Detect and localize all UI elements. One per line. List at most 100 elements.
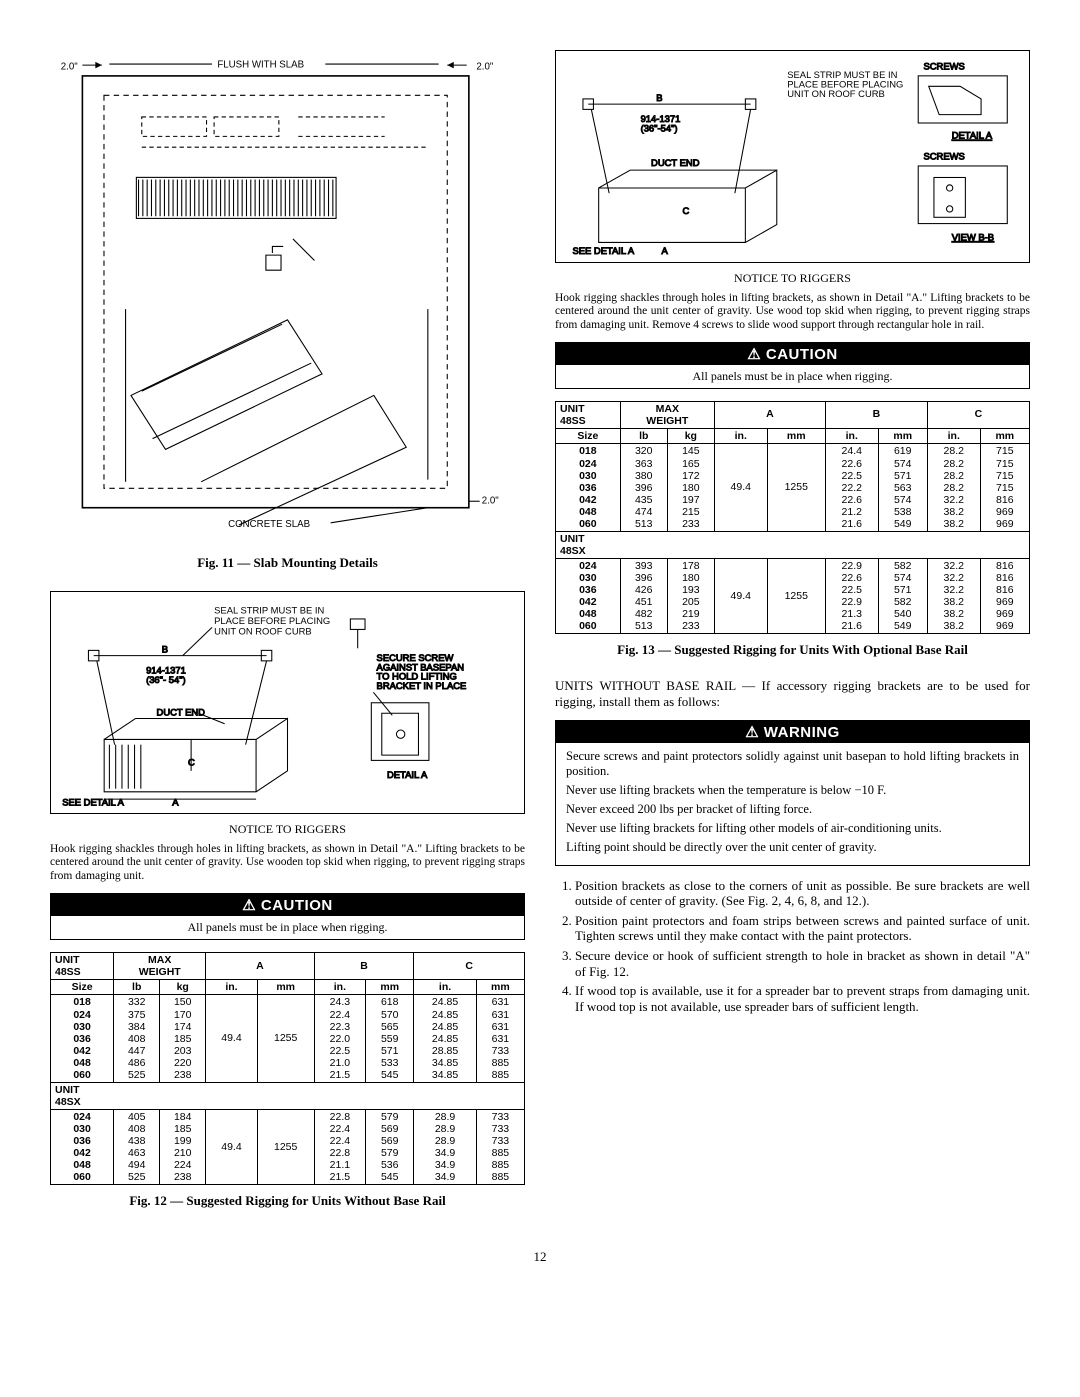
fig11-dim-left: 2.0" — [61, 61, 78, 72]
fig11-caption: Fig. 11 — Slab Mounting Details — [50, 555, 525, 571]
warning-body: Secure screws and paint protectors solid… — [556, 743, 1029, 865]
table-cell: 49.4 — [206, 1110, 257, 1185]
table-cell: 018024030036042048060 — [51, 995, 114, 1082]
table-cell: 49.4 — [206, 995, 257, 1082]
caution-header-r: ⚠ CAUTION — [556, 343, 1029, 365]
warning-line: Secure screws and paint protectors solid… — [566, 749, 1019, 779]
fig12-notice-text: Hook rigging shackles through holes in l… — [50, 843, 525, 883]
table-cell: 32.232.232.238.238.238.2 — [927, 559, 980, 634]
fig13-diagram: < B 914-1371 (36"-54") DUCT END C A — [562, 57, 1023, 256]
table-cell: 145165172180197215233 — [667, 444, 714, 531]
step-item: Position brackets as close to the corner… — [575, 878, 1030, 909]
fig11-diagram: 2.0" FLUSH WITH SLAB 2.0" — [50, 50, 525, 547]
t12-unit: UNIT48SS — [51, 952, 114, 979]
table-cell: 733733733885885885 — [476, 1110, 524, 1185]
caution-body: All panels must be in place when rigging… — [51, 916, 524, 939]
table-cell: 1255 — [767, 559, 825, 634]
warning-box: ⚠ WARNING Secure screws and paint protec… — [555, 720, 1030, 866]
svg-text:VIEW B-B: VIEW B-B — [952, 231, 994, 242]
fig13-notice-title: NOTICE TO RIGGERS — [555, 271, 1030, 286]
table-fig13: UNIT48SS MAXWEIGHT A B C Size lb kg in. … — [555, 401, 1030, 635]
table-cell: 579569569579536545 — [366, 1110, 414, 1185]
table-cell: 320363380396435474513 — [620, 444, 667, 531]
table-cell: 22.822.422.422.821.121.5 — [314, 1110, 365, 1185]
fig12-caption: Fig. 12 — Suggested Rigging for Units Wi… — [50, 1193, 525, 1209]
page-number: 12 — [50, 1249, 1030, 1265]
svg-text:DUCT END: DUCT END — [651, 157, 700, 168]
svg-text:SECURE SCREW AGAIN: SECURE SCREW AGAINST BASEPAN TO HOLD LIF… — [377, 651, 467, 690]
fig13-diagram-box: < B 914-1371 (36"-54") DUCT END C A — [555, 50, 1030, 263]
warning-header: ⚠ WARNING — [556, 721, 1029, 743]
svg-text:SEE DETAIL A: SEE DETAIL A — [62, 796, 124, 807]
svg-text:914-1371 (36"- 54": 914-1371 (36"- 54") — [146, 664, 188, 684]
table-cell: 49.4 — [714, 444, 767, 531]
caution-body-r: All panels must be in place when rigging… — [556, 365, 1029, 388]
svg-text:A: A — [172, 796, 179, 807]
caution-box-left: ⚠ CAUTION All panels must be in place wh… — [50, 893, 525, 940]
table-cell: 28.228.228.228.232.238.238.2 — [927, 444, 980, 531]
table-cell: 150170174185203220238 — [160, 995, 206, 1082]
fig11-concrete-label: CONCRETE SLAB — [228, 519, 310, 530]
warning-line: Never exceed 200 lbs per bracket of lift… — [566, 802, 1019, 817]
table-cell: 24.322.422.322.022.521.021.5 — [314, 995, 365, 1082]
svg-text:B: B — [162, 643, 168, 654]
table-cell: 1255 — [767, 444, 825, 531]
table-cell: 715715715715816969969 — [980, 444, 1029, 531]
svg-text:DUCT END: DUCT END — [157, 706, 206, 717]
svg-text:C: C — [682, 205, 689, 216]
svg-text:SEAL STRIP MUST BE IN: SEAL STRIP MUST BE IN PLACE BEFORE PLACI… — [787, 69, 906, 99]
caution-header: ⚠ CAUTION — [51, 894, 524, 916]
right-column: < B 914-1371 (36"-54") DUCT END C A — [555, 50, 1030, 1229]
table-cell: 184185199210224238 — [160, 1110, 206, 1185]
fig12-diagram: SEAL STRIP MUST BE IN PLACE BEFORE PLACI… — [57, 598, 518, 808]
table-cell: 618570565559571533545 — [366, 995, 414, 1082]
fig12-notice-title: NOTICE TO RIGGERS — [50, 822, 525, 837]
fig11-dim-right-bot: 2.0" — [482, 495, 499, 506]
caution-box-right: ⚠ CAUTION All panels must be in place wh… — [555, 342, 1030, 389]
svg-text:B: B — [656, 92, 662, 103]
table-cell: 405408438463494525 — [114, 1110, 160, 1185]
svg-text:914-1371 (36"-54"): 914-1371 (36"-54") — [641, 113, 683, 133]
table-cell: 28.928.928.934.934.934.9 — [414, 1110, 476, 1185]
svg-text:DETAIL A: DETAIL A — [387, 769, 428, 780]
table-cell: 24.8524.8524.8524.8528.8534.8534.85 — [414, 995, 476, 1082]
step-item: If wood top is available, use it for a s… — [575, 983, 1030, 1014]
table-fig12: UNIT48SS MAXWEIGHT A B C Size lb kg in. … — [50, 952, 525, 1186]
table-cell: 024030036042048060 — [51, 1110, 114, 1185]
table-cell: 024030036042048060 — [556, 559, 621, 634]
left-column: 2.0" FLUSH WITH SLAB 2.0" — [50, 50, 525, 1229]
fig13-caption: Fig. 13 — Suggested Rigging for Units Wi… — [555, 642, 1030, 658]
step-item: Secure device or hook of sufficient stre… — [575, 948, 1030, 979]
table-cell: 1255 — [257, 995, 314, 1082]
svg-text:SCREWS: SCREWS — [923, 61, 964, 72]
intro-text: UNITS WITHOUT BASE RAIL — If accessory r… — [555, 678, 1030, 709]
table-cell: 018024030036042048060 — [556, 444, 621, 531]
table-cell: 619574571563574538549 — [878, 444, 927, 531]
warning-line: Lifting point should be directly over th… — [566, 840, 1019, 855]
fig11-flush-label: FLUSH WITH SLAB — [217, 59, 304, 70]
step-item: Position paint protectors and foam strip… — [575, 913, 1030, 944]
page: 2.0" FLUSH WITH SLAB 2.0" — [50, 50, 1030, 1229]
table-cell: 332375384408447486525 — [114, 995, 160, 1082]
svg-text:A: A — [662, 245, 669, 256]
table-cell: 816816816969969969 — [980, 559, 1029, 634]
table-cell: 582574571582540549 — [878, 559, 927, 634]
warning-line: Never use lifting brackets when the temp… — [566, 783, 1019, 798]
table-cell: 49.4 — [714, 559, 767, 634]
t12-max: MAXWEIGHT — [114, 952, 206, 979]
svg-text:SCREWS: SCREWS — [923, 151, 964, 162]
svg-text:DETAIL A: DETAIL A — [952, 130, 993, 141]
table-cell: 178180193205219233 — [667, 559, 714, 634]
fig12-seal: SEAL STRIP MUST BE IN PLACE BEFORE PLACI… — [214, 604, 333, 636]
fig12-diagram-box: SEAL STRIP MUST BE IN PLACE BEFORE PLACI… — [50, 591, 525, 815]
table-cell: 24.422.622.522.222.621.221.6 — [825, 444, 878, 531]
table-cell: 1255 — [257, 1110, 314, 1185]
table-cell: 393396426451482513 — [620, 559, 667, 634]
warning-line: Never use lifting brackets for lifting o… — [566, 821, 1019, 836]
svg-text:SEE DETAIL A: SEE DETAIL A — [572, 245, 634, 256]
table-cell: 631631631631733885885 — [476, 995, 524, 1082]
fig13-notice-text: Hook rigging shackles through holes in l… — [555, 292, 1030, 332]
steps-list: Position brackets as close to the corner… — [555, 878, 1030, 1015]
fig11-dim-right-top: 2.0" — [476, 61, 493, 72]
table-cell: 22.922.622.522.921.321.6 — [825, 559, 878, 634]
